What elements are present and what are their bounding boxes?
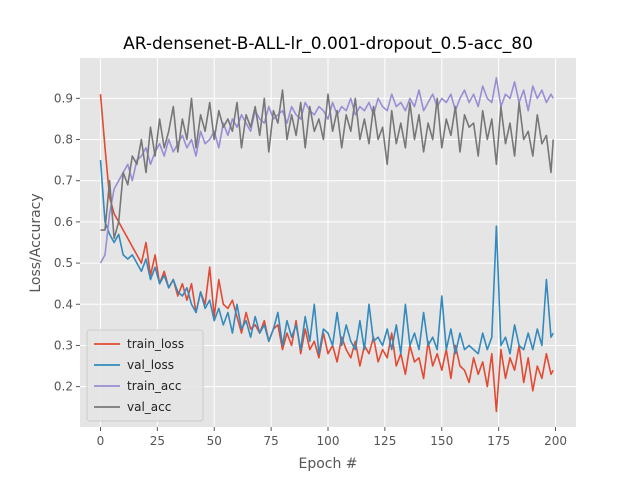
x-tick-label: 25 <box>150 434 165 448</box>
y-tick-label: 0.7 <box>54 174 73 188</box>
y-tick-label: 0.2 <box>54 380 73 394</box>
y-axis-ticks: 0.2 0.3 0.4 0.5 0.6 0.7 0.8 0.9 <box>54 91 80 394</box>
series-line-train-acc <box>99 77 554 264</box>
chart-title: AR-densenet-B-ALL-lr_0.001-dropout_0.5-a… <box>123 34 533 54</box>
y-tick-label: 0.3 <box>54 338 73 352</box>
series-line-val-loss <box>99 160 554 355</box>
legend-label-train-loss: train_loss <box>127 337 184 351</box>
y-tick-label: 0.4 <box>54 297 73 311</box>
x-tick-label: 0 <box>97 434 105 448</box>
y-tick-label: 0.8 <box>54 133 73 147</box>
legend-label-val-loss: val_loss <box>127 358 174 372</box>
x-tick-label: 75 <box>263 434 278 448</box>
legend-label-train-acc: train_acc <box>127 379 181 393</box>
series-line-val-acc <box>100 89 554 240</box>
series-line-train-loss <box>99 94 554 413</box>
x-tick-label: 125 <box>373 434 396 448</box>
x-tick-label: 200 <box>544 434 567 448</box>
y-axis-label: Loss/Accuracy <box>28 193 44 292</box>
x-axis-ticks: 0 25 50 75 100 125 150 175 200 <box>97 427 567 448</box>
legend-box <box>86 329 204 422</box>
y-tick-label: 0.9 <box>54 91 73 105</box>
legend-label-val-acc: val_acc <box>127 400 171 414</box>
legend: train_loss val_loss train_acc val_acc <box>86 329 204 422</box>
x-tick-label: 50 <box>207 434 222 448</box>
x-axis-label: Epoch # <box>298 456 357 472</box>
x-tick-label: 175 <box>487 434 510 448</box>
series-lines <box>99 77 554 413</box>
x-tick-label: 150 <box>430 434 453 448</box>
y-tick-label: 0.5 <box>54 256 73 270</box>
x-tick-label: 100 <box>317 434 340 448</box>
y-tick-label: 0.6 <box>54 215 73 229</box>
